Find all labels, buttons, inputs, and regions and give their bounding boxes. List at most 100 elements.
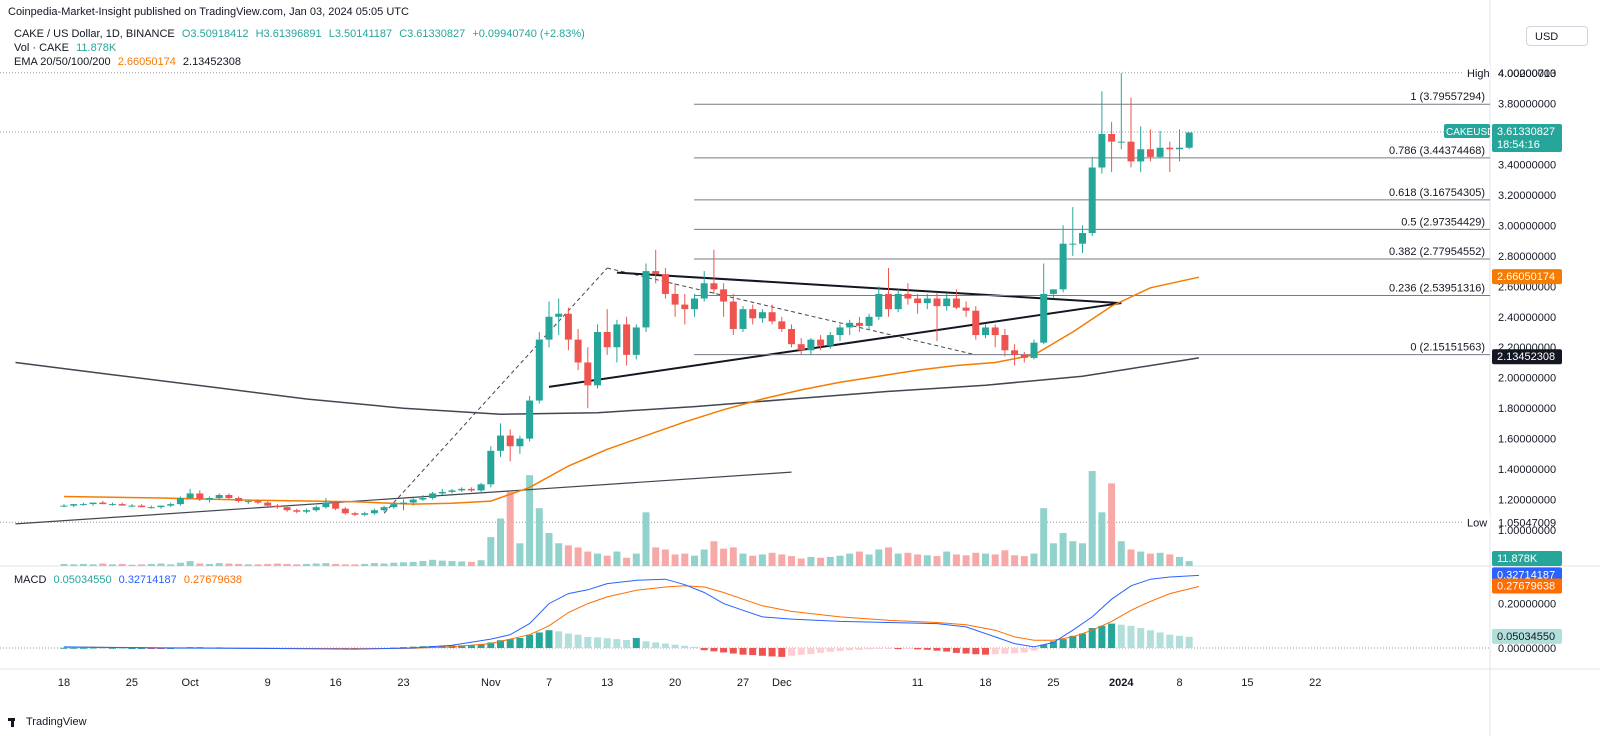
macd-histogram-bar — [118, 648, 126, 649]
symbol-title[interactable]: CAKE / US Dollar, 1D, BINANCE — [14, 28, 175, 40]
volume-bar — [700, 549, 708, 566]
volume-bar — [594, 553, 601, 566]
time-tick-label: 23 — [397, 677, 409, 689]
macd-histogram-bar — [855, 648, 863, 650]
candle-body — [60, 505, 68, 507]
macd-histogram-bar — [914, 648, 922, 650]
candle-body — [923, 298, 931, 304]
price-tick-label: 3.40000000 — [1498, 159, 1556, 171]
candle-body — [1011, 350, 1019, 355]
candle-body — [79, 504, 87, 506]
macd-histogram-bar — [138, 648, 146, 649]
candle-body — [283, 507, 291, 511]
volume-bar — [972, 552, 980, 566]
candle-body — [1176, 147, 1183, 150]
ema-legend: EMA 20/50/100/200 2.66050174 2.13452308 — [14, 56, 241, 68]
fib-level-label: 0.236 (2.53951316) — [1389, 283, 1485, 295]
ohlc-change: +0.09940740 (+2.83%) — [472, 28, 585, 40]
macd-histogram-bar — [574, 634, 582, 648]
volume-bar — [361, 563, 369, 566]
volume-bar — [176, 562, 184, 566]
macd-histogram-bar — [720, 648, 728, 653]
price-tick-label: 2.60000000 — [1498, 281, 1556, 293]
published-info: Coinpedia-Market-Insight published on Tr… — [8, 6, 409, 18]
candle-body — [933, 298, 941, 307]
volume-bar — [1069, 541, 1077, 566]
macd-histogram-bar — [991, 648, 999, 655]
candle-body — [875, 293, 883, 317]
volume-bar — [923, 555, 931, 566]
candle-body — [1137, 149, 1145, 162]
macd-histogram-bar — [89, 647, 97, 649]
macd-histogram-bar — [1079, 633, 1086, 648]
volume-bar — [758, 554, 766, 566]
macd-histogram-bar — [516, 638, 524, 648]
macd-histogram-bar — [458, 645, 466, 648]
high-value: 4.00200713 — [1498, 68, 1556, 80]
volume-bar — [865, 554, 873, 566]
volume-bar — [817, 557, 825, 566]
low-label: Low — [1467, 517, 1487, 529]
price-tick-label: 1.00000000 — [1498, 525, 1556, 537]
volume-bar — [79, 563, 87, 566]
volume-bar — [235, 563, 243, 566]
time-tick-label: 15 — [1241, 677, 1253, 689]
currency-button[interactable]: USD — [1526, 26, 1588, 46]
volume-bar — [254, 564, 262, 566]
candle-body — [768, 312, 776, 322]
volume-bar — [1030, 553, 1038, 566]
volume-bar — [875, 549, 883, 566]
candle-body — [991, 327, 999, 336]
macd-histogram-bar — [923, 648, 931, 650]
macd-histogram-bar — [1001, 648, 1009, 654]
macd-histogram-bar — [603, 638, 611, 648]
candle-body — [885, 293, 892, 310]
symbol-tag-bg — [1444, 123, 1490, 138]
candle-body — [370, 510, 378, 514]
macd-histogram-bar — [758, 648, 766, 656]
macd-histogram-bar — [1088, 628, 1096, 648]
macd-label[interactable]: MACD — [14, 574, 47, 586]
macd-histogram-bar — [933, 648, 941, 651]
fib-level-label: 0.382 (2.77954552) — [1389, 246, 1485, 258]
last-price-tag: 3.61330827 — [1497, 126, 1555, 138]
candle-body — [303, 510, 310, 512]
candle-body — [1117, 141, 1125, 143]
candle-body — [467, 488, 475, 491]
candle-body — [700, 283, 708, 299]
candle-body — [1166, 147, 1174, 150]
macd-histogram-bar — [1059, 639, 1067, 648]
macd-histogram-bar — [642, 641, 650, 648]
price-tick-label: 2.40000000 — [1498, 312, 1556, 324]
fib-level-label: 1 (3.79557294) — [1410, 91, 1485, 103]
volume-label[interactable]: Vol · CAKE — [14, 42, 70, 54]
time-tick-label: 27 — [737, 677, 749, 689]
time-tick-label: Oct — [182, 677, 199, 689]
volume-bar — [477, 560, 485, 566]
macd-histogram-bar — [1156, 632, 1164, 648]
volume-bar — [855, 551, 863, 566]
candle-body — [1020, 354, 1028, 358]
volume-bar — [778, 554, 786, 566]
candle-body — [594, 332, 601, 386]
ema-label[interactable]: EMA 20/50/100/200 — [14, 56, 111, 68]
candle-body — [904, 293, 912, 299]
time-tick-label: 8 — [1176, 677, 1182, 689]
candle-body — [497, 435, 504, 451]
volume-bar — [691, 555, 698, 566]
volume-bar — [671, 554, 679, 566]
candle-body — [671, 293, 679, 305]
time-tick-label: 18 — [979, 677, 991, 689]
volume-bar — [846, 553, 854, 566]
volume-bar — [749, 555, 757, 566]
volume-bar — [603, 555, 611, 566]
candle-body — [778, 321, 786, 329]
candle-body — [564, 313, 572, 340]
fib-level-label: 0.786 (3.44374468) — [1389, 145, 1485, 157]
volume-bar — [1166, 554, 1174, 566]
candle-body — [487, 450, 495, 485]
macd-histogram-bar — [584, 636, 592, 648]
candle-body — [632, 327, 640, 355]
ema-20-tag-bg — [1492, 269, 1562, 285]
